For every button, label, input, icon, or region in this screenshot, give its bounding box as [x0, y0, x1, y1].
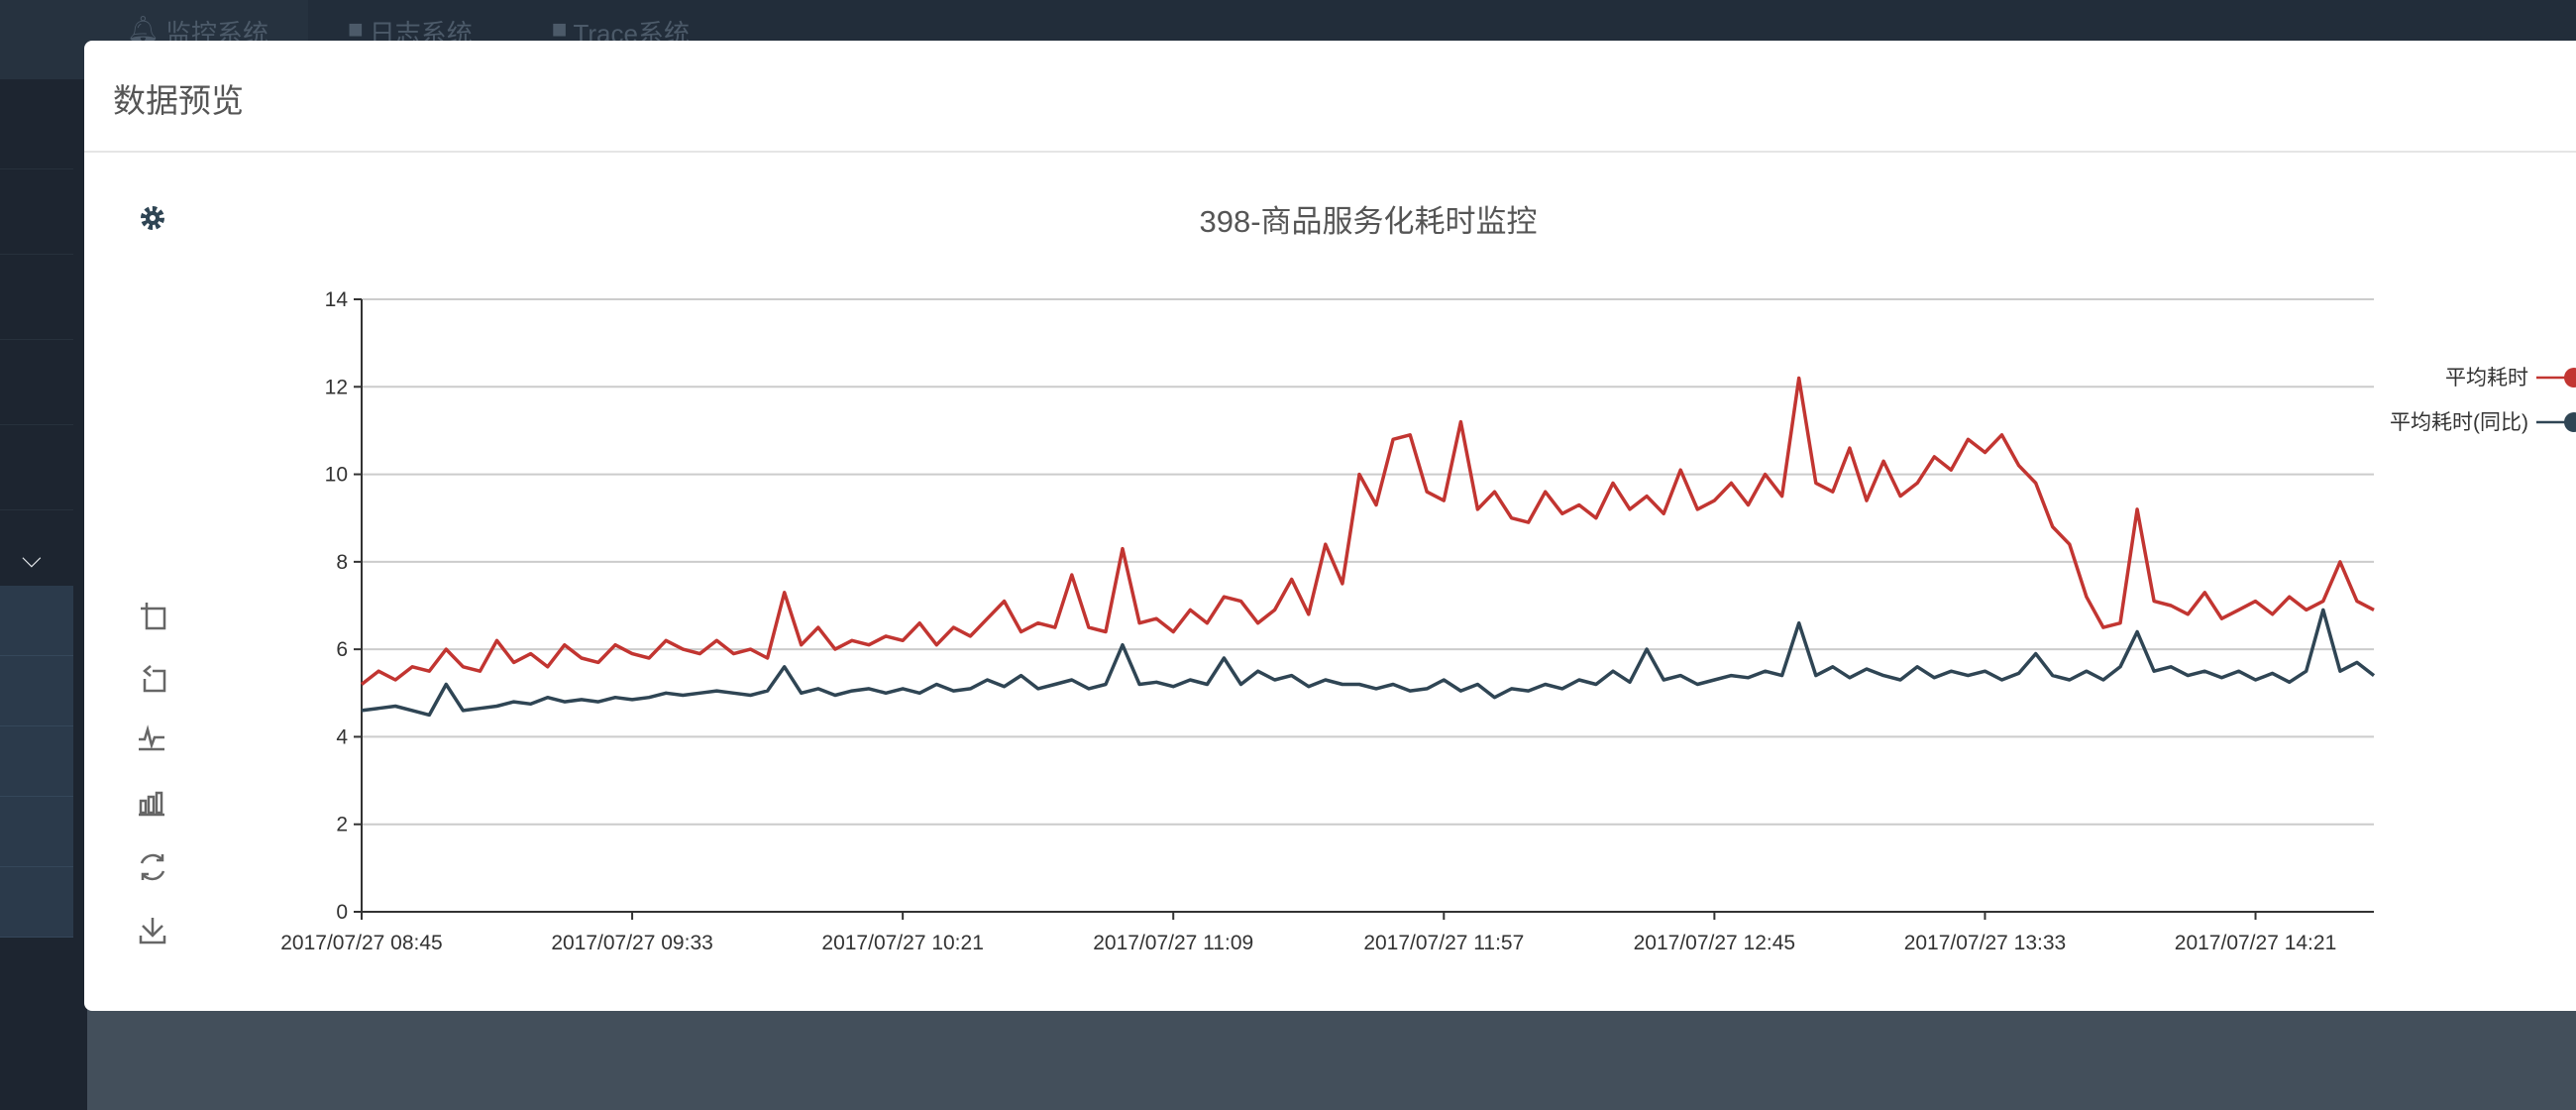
sidebar-logo-area	[0, 0, 87, 79]
x-tick-label: 2017/07/27 12:45	[1634, 932, 1796, 954]
data-preview-modal: 数据预览	[84, 41, 2576, 1011]
submenu-item[interactable]	[0, 867, 73, 938]
y-tick-label: 2	[336, 814, 348, 836]
series-line-2	[361, 608, 2376, 718]
legend-item-label: 平均耗时(同比)	[2390, 411, 2528, 434]
zoom-icon[interactable]	[141, 603, 166, 630]
modal-title: 数据预览	[113, 82, 244, 119]
y-tick-label: 6	[336, 638, 348, 661]
submenu-item[interactable]	[0, 797, 73, 867]
x-tick-label: 2017/07/27 11:09	[1093, 932, 1253, 954]
legend-marker	[2564, 412, 2576, 432]
top-nav: 🔔︎ 监控系统 ■ 日志系统 ■ Trace系统	[87, 0, 729, 69]
refresh-icon[interactable]	[140, 853, 165, 881]
bell-icon: 🔔︎	[127, 14, 161, 44]
bar-chart-icon[interactable]	[139, 791, 164, 817]
sidebar-item[interactable]	[0, 424, 73, 510]
x-tick-label: 2017/07/27 10:21	[821, 932, 984, 954]
sidebar-submenu	[0, 586, 73, 938]
settings-gear-icon[interactable]	[141, 206, 164, 230]
chart-title: 398-商品服务化耗时监控	[1199, 204, 1537, 239]
y-tick-label: 0	[336, 901, 348, 924]
sidebar-item[interactable]	[0, 254, 73, 340]
x-tick-label: 2017/07/27 13:33	[1904, 932, 2067, 954]
submenu-item[interactable]	[0, 656, 73, 726]
submenu-item[interactable]	[0, 726, 73, 797]
x-tick-label: 2017/07/27 11:57	[1363, 932, 1524, 954]
x-tick-label: 2017/07/27 08:45	[280, 932, 443, 954]
sidebar: ⌵	[0, 0, 87, 1110]
zoom-reset-icon[interactable]	[143, 665, 166, 693]
y-tick-label: 12	[325, 376, 348, 398]
y-tick-label: 10	[325, 464, 348, 487]
download-icon[interactable]	[139, 918, 166, 944]
x-tick-label: 2017/07/27 14:21	[2175, 932, 2337, 954]
submenu-item[interactable]	[0, 586, 73, 656]
sidebar-item[interactable]	[0, 168, 73, 255]
sidebar-item[interactable]	[0, 339, 73, 425]
y-tick-label: 14	[325, 288, 349, 311]
chevron-down-icon[interactable]: ⌵	[22, 543, 42, 573]
legend-marker	[2564, 368, 2576, 388]
x-tick-label: 2017/07/27 09:33	[551, 932, 713, 954]
legend-item-label: 平均耗时	[2445, 367, 2528, 389]
modal-header: 数据预览	[84, 41, 2576, 153]
line-chart-icon[interactable]	[139, 724, 164, 751]
y-tick-label: 8	[336, 551, 348, 574]
series-line-1	[360, 376, 2375, 686]
y-tick-label: 4	[336, 725, 348, 748]
file-icon: ■	[348, 14, 364, 44]
sidebar-item[interactable]	[0, 83, 73, 169]
file-icon: ■	[551, 14, 568, 44]
